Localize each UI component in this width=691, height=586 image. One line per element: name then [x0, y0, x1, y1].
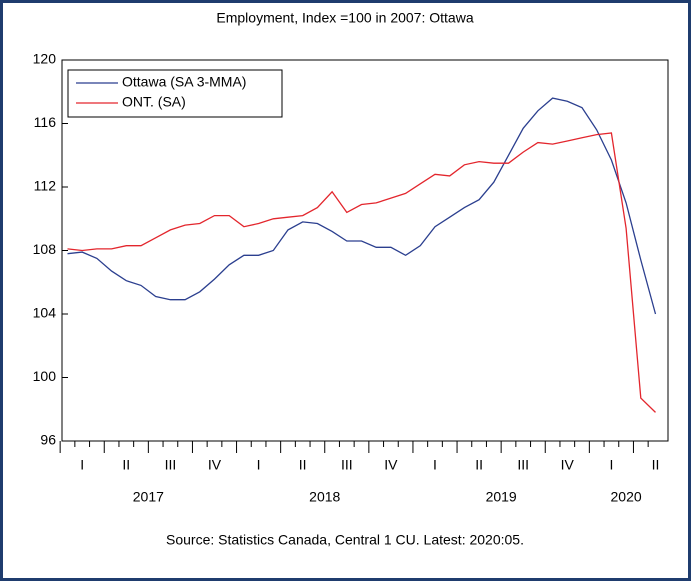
y-tick-label: 96: [40, 432, 56, 448]
y-tick-label: 104: [33, 305, 57, 321]
year-label: 2019: [486, 489, 517, 505]
x-tick-label: I: [80, 457, 84, 473]
x-tick-label: IV: [384, 457, 398, 473]
x-tick-label: II: [475, 457, 483, 473]
chart-title: Employment, Index =100 in 2007: Ottawa: [216, 10, 473, 26]
x-tick-label: IV: [561, 457, 575, 473]
y-tick-label: 100: [33, 368, 57, 384]
x-tick-label: III: [517, 457, 529, 473]
x-tick-label: III: [165, 457, 177, 473]
y-tick-label: 116: [34, 114, 57, 130]
x-tick-label: II: [122, 457, 130, 473]
x-tick-label: III: [341, 457, 353, 473]
series-line: [67, 132, 656, 413]
legend-label: Ottawa (SA 3-MMA): [122, 74, 246, 90]
series-line: [67, 97, 657, 315]
x-tick-label: II: [652, 457, 660, 473]
x-tick-label: I: [257, 457, 261, 473]
y-tick-label: 108: [33, 241, 57, 257]
x-tick-label: I: [609, 457, 613, 473]
y-tick-label: 120: [33, 51, 57, 67]
x-tick-label: II: [299, 457, 307, 473]
x-tick-label: I: [433, 457, 437, 473]
year-label: 2017: [133, 489, 164, 505]
y-tick-label: 112: [34, 178, 57, 194]
source-note: Source: Statistics Canada, Central 1 CU.…: [166, 532, 524, 548]
year-label: 2020: [611, 489, 642, 505]
x-tick-label: IV: [208, 457, 222, 473]
legend-box: [67, 69, 283, 118]
legend-label: ONT. (SA): [122, 94, 186, 110]
year-label: 2018: [309, 489, 340, 505]
